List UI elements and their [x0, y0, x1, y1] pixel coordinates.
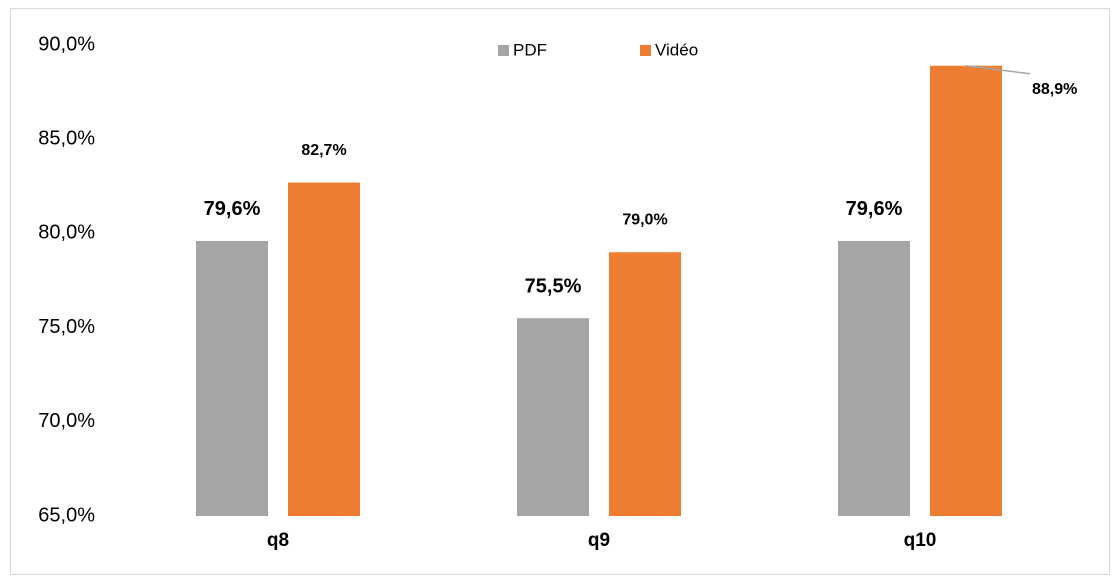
- data-label: 79,6%: [204, 198, 261, 220]
- bar: [930, 65, 1002, 516]
- legend-swatch: [640, 45, 651, 56]
- y-tick-label: 65,0%: [38, 504, 95, 526]
- bar: [609, 252, 681, 517]
- data-label: 88,9%: [1032, 81, 1077, 98]
- data-label: 79,6%: [846, 198, 903, 220]
- legend-label: Vidéo: [655, 40, 698, 59]
- bar: [838, 240, 910, 516]
- leader-line: [965, 64, 1031, 75]
- bar: [196, 240, 268, 516]
- bar: [288, 182, 360, 517]
- y-tick-label: 80,0%: [38, 222, 95, 244]
- y-tick-label: 75,0%: [38, 316, 95, 338]
- bar: [517, 318, 589, 516]
- x-tick-label: q9: [588, 530, 610, 551]
- data-label: 82,7%: [301, 142, 346, 159]
- legend-swatch: [498, 45, 509, 56]
- x-tick-label: q10: [904, 530, 937, 551]
- y-tick-label: 70,0%: [38, 410, 95, 432]
- y-tick-label: 85,0%: [38, 127, 95, 149]
- data-label: 75,5%: [525, 275, 582, 297]
- data-label: 79,0%: [622, 211, 667, 228]
- x-tick-label: q8: [267, 530, 289, 551]
- y-tick-label: 90,0%: [38, 33, 95, 55]
- legend-label: PDF: [513, 40, 547, 59]
